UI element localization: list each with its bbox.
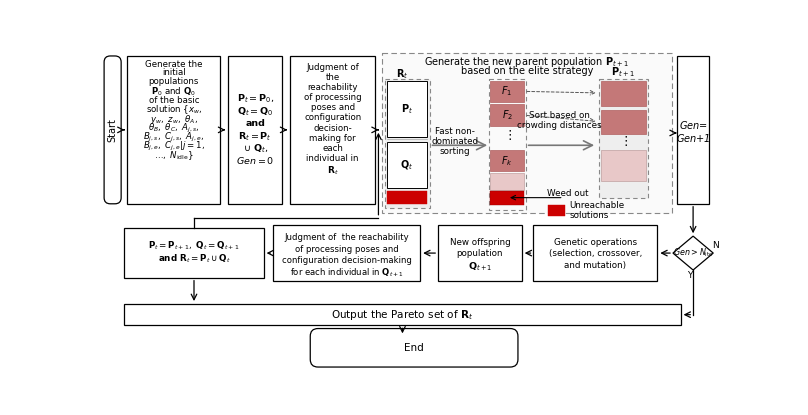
Bar	[385, 79, 430, 208]
Text: Output the Pareto set of $\mathbf{R}_t$: Output the Pareto set of $\mathbf{R}_t$	[331, 308, 473, 322]
Text: each: each	[322, 144, 343, 153]
Bar	[533, 225, 658, 281]
Text: $\mathbf{P}_t{=}\mathbf{P}_0,$: $\mathbf{P}_t{=}\mathbf{P}_0,$	[237, 92, 274, 105]
Text: Judgment of  the reachability: Judgment of the reachability	[284, 233, 409, 242]
Bar	[124, 304, 680, 325]
Bar	[228, 56, 282, 204]
Text: $\mathbf{R}_t$: $\mathbf{R}_t$	[395, 68, 408, 81]
Text: Fast non-
dominated
sorting: Fast non- dominated sorting	[431, 127, 478, 156]
Text: $\theta_B,\ \theta_C,\ A_{j,s},$: $\theta_B,\ \theta_C,\ A_{j,s},$	[148, 122, 200, 135]
Text: solution $\{x_w,$: solution $\{x_w,$	[145, 103, 202, 116]
Bar	[490, 150, 524, 171]
Text: of processing poses and: of processing poses and	[295, 245, 398, 254]
Text: $\vdots$: $\vdots$	[503, 128, 511, 142]
Bar	[490, 173, 524, 190]
Text: $\mathit{Gen}{=}0$: $\mathit{Gen}{=}0$	[236, 155, 275, 166]
Bar	[290, 56, 376, 204]
Text: the: the	[326, 73, 340, 82]
Text: $\mathbf{P}_0$ and $\mathbf{Q}_0$: $\mathbf{P}_0$ and $\mathbf{Q}_0$	[151, 85, 196, 98]
Text: poses and: poses and	[310, 103, 355, 112]
Bar	[601, 150, 646, 181]
Text: $\mathbf{Q}_t{=}\mathbf{Q}_0$: $\mathbf{Q}_t{=}\mathbf{Q}_0$	[237, 105, 274, 117]
Text: individual in: individual in	[306, 154, 359, 163]
Text: Judgment of: Judgment of	[306, 63, 359, 72]
Bar	[490, 81, 524, 102]
Bar	[438, 225, 522, 281]
Text: $\cup\ \mathbf{Q}_t,$: $\cup\ \mathbf{Q}_t,$	[242, 142, 267, 155]
Bar	[381, 53, 672, 213]
Text: $\mathbf{R}_t$: $\mathbf{R}_t$	[327, 164, 339, 177]
Text: Weed out: Weed out	[547, 188, 588, 198]
Text: and: and	[246, 119, 265, 128]
Text: based on the elite strategy: based on the elite strategy	[461, 66, 593, 76]
Bar	[128, 56, 221, 204]
Bar	[601, 81, 646, 106]
Bar	[489, 79, 526, 210]
Bar	[599, 79, 648, 198]
Text: reachability: reachability	[308, 83, 358, 92]
Text: of processing: of processing	[304, 93, 361, 102]
Text: $B_{j,s},\ C_{j,s},\ A_{j,e},$: $B_{j,s},\ C_{j,s},\ A_{j,e},$	[143, 131, 204, 144]
Text: (selection, crossover,: (selection, crossover,	[549, 249, 642, 259]
Text: for each individual in $\mathbf{Q}_{t+1}$: for each individual in $\mathbf{Q}_{t+1}…	[289, 267, 404, 279]
FancyBboxPatch shape	[104, 56, 121, 204]
Text: $\mathit{Gen}$=: $\mathit{Gen}$=	[679, 119, 708, 131]
Text: $\mathbf{Q}_{t+1}$: $\mathbf{Q}_{t+1}$	[468, 261, 492, 273]
Text: $\mathit{Gen}{>}N_\mathrm{ite}$: $\mathit{Gen}{>}N_\mathrm{ite}$	[673, 247, 713, 259]
Bar	[601, 110, 646, 134]
Text: Sort based on
crowding distances: Sort based on crowding distances	[517, 111, 602, 130]
Bar	[490, 105, 524, 126]
Bar	[677, 56, 709, 204]
Text: and $\mathbf{R}_t{=}\mathbf{P}_t\cup\mathbf{Q}_t$: and $\mathbf{R}_t{=}\mathbf{P}_t\cup\mat…	[158, 253, 230, 266]
FancyBboxPatch shape	[310, 329, 518, 367]
Text: populations: populations	[149, 77, 199, 86]
Text: Generate the new parent population $\mathbf{P}_{t+1}$: Generate the new parent population $\mat…	[424, 55, 629, 69]
Text: New offspring: New offspring	[449, 238, 511, 247]
Text: $\mathit{F}_k$: $\mathit{F}_k$	[501, 154, 513, 168]
Text: $\mathit{F}_1$: $\mathit{F}_1$	[502, 85, 513, 98]
Bar	[490, 191, 524, 205]
Bar	[273, 225, 420, 281]
Text: initial: initial	[162, 68, 186, 78]
Text: $\mathbf{R}_t{=}\mathbf{P}_t$: $\mathbf{R}_t{=}\mathbf{P}_t$	[238, 131, 272, 143]
Text: and mutation): and mutation)	[564, 261, 626, 270]
Text: Y: Y	[688, 271, 692, 280]
Polygon shape	[673, 236, 713, 270]
Text: N: N	[712, 241, 719, 250]
Text: configuration decision-making: configuration decision-making	[282, 256, 411, 265]
Text: population: population	[457, 249, 503, 259]
Text: $\mathit{Gen}$+1: $\mathit{Gen}$+1	[675, 132, 710, 144]
Bar	[387, 142, 427, 188]
Text: $\mathit{F}_2$: $\mathit{F}_2$	[502, 108, 513, 122]
Bar	[124, 228, 263, 278]
Text: configuration: configuration	[304, 113, 361, 122]
Text: $\vdots$: $\vdots$	[619, 134, 628, 148]
Text: $\mathbf{P}_t{=}\mathbf{P}_{t+1},\ \mathbf{Q}_t{=}\mathbf{Q}_{t+1}$: $\mathbf{P}_t{=}\mathbf{P}_{t+1},\ \math…	[148, 239, 240, 251]
Text: making for: making for	[309, 134, 356, 143]
Text: End: End	[404, 343, 424, 353]
Text: $B_{j,e},\ C_{j,e}|j{=}1,$: $B_{j,e},\ C_{j,e}|j{=}1,$	[143, 140, 204, 154]
Text: Start: Start	[107, 118, 118, 142]
Text: decision-: decision-	[314, 124, 352, 133]
Text: $\ldots,\ N_\mathrm{idle}\}$: $\ldots,\ N_\mathrm{idle}\}$	[154, 150, 194, 162]
Bar	[387, 191, 427, 204]
Text: of the basic: of the basic	[149, 96, 199, 105]
Bar	[548, 205, 566, 216]
Text: $\mathbf{P}_{t+1}$: $\mathbf{P}_{t+1}$	[612, 65, 635, 79]
Text: $\mathbf{Q}_t$: $\mathbf{Q}_t$	[401, 159, 414, 172]
Bar	[387, 81, 427, 137]
Text: Unreachable
solutions: Unreachable solutions	[569, 201, 625, 220]
Text: $\mathbf{P}_t$: $\mathbf{P}_t$	[401, 102, 413, 116]
Text: $y_w,\ z_w,\ \theta_A,$: $y_w,\ z_w,\ \theta_A,$	[149, 112, 198, 126]
Text: Genetic operations: Genetic operations	[554, 238, 637, 247]
Text: Generate the: Generate the	[145, 60, 203, 69]
